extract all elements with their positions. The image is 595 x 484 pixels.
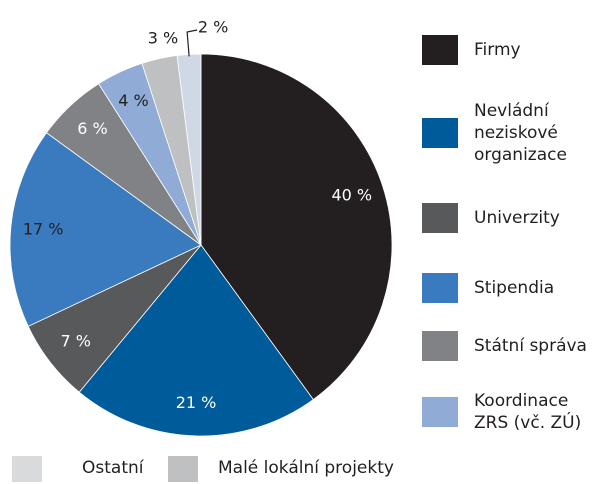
- legend-label: Státní správa: [474, 336, 587, 356]
- slice-label: 21 %: [176, 393, 217, 412]
- legend-swatch: [422, 203, 458, 233]
- legend-swatch: [422, 331, 458, 361]
- slice-label: 3 %: [148, 29, 178, 48]
- legend-label: Stipendia: [474, 278, 555, 298]
- slice-label: 4 %: [118, 91, 148, 110]
- slice-label: 17 %: [23, 220, 64, 239]
- legend-label: Firmy: [474, 40, 521, 60]
- legend-swatch: [12, 456, 42, 482]
- leader-line: [186, 29, 198, 57]
- slice-label: 2 %: [198, 18, 228, 37]
- legend-swatch: [422, 273, 458, 303]
- legend-swatch: [168, 456, 198, 482]
- slice-label: 6 %: [77, 119, 107, 138]
- legend-swatch: [422, 35, 458, 65]
- slice-label: 7 %: [61, 332, 91, 351]
- legend-label: Ostatní: [82, 458, 144, 478]
- pie-slice: [200, 53, 393, 401]
- legend-swatch: [422, 397, 458, 427]
- slice-label: 40 %: [331, 186, 372, 205]
- pie-slice: [9, 132, 202, 327]
- legend-label: Univerzity: [474, 208, 560, 228]
- legend-label: Malé lokální projekty: [218, 458, 394, 478]
- legend-swatch: [422, 118, 458, 148]
- pie-slice: [78, 244, 314, 437]
- legend-label: Koordinace ZRS (vč. ZÚ): [474, 391, 582, 433]
- legend-label: Nevládní neziskové organizace: [474, 101, 567, 165]
